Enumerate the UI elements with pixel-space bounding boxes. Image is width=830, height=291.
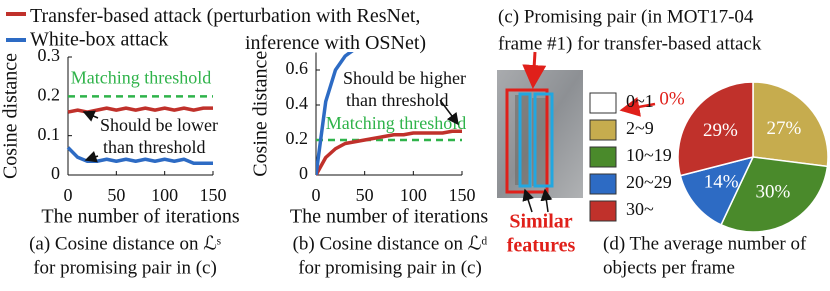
pie-slice xyxy=(679,155,755,226)
annotation: than threshold xyxy=(103,137,205,157)
value-label: 29% xyxy=(703,120,738,141)
legend-label: 20~29 xyxy=(626,172,672,192)
x-tick-label: 50 xyxy=(356,185,374,205)
value-label: 14% xyxy=(704,172,739,193)
value-label: 30% xyxy=(755,182,790,203)
annotation: than threshold xyxy=(346,90,448,110)
legend-label: White-box attack xyxy=(30,29,168,51)
arrow xyxy=(82,110,99,122)
legend-swatch xyxy=(589,173,617,195)
arrow xyxy=(522,188,534,213)
legend-swatch xyxy=(589,119,617,141)
x-axis-title: The number of iterations xyxy=(290,206,488,228)
y-axis-title: Cosine distance xyxy=(0,53,22,179)
value-label: 27% xyxy=(767,118,802,139)
pie-slice xyxy=(752,81,829,168)
threshold-label: Matching threshold xyxy=(326,113,466,133)
x-tick-label: 150 xyxy=(449,185,476,205)
photo-label: features xyxy=(507,235,576,257)
arrow xyxy=(619,97,656,117)
x-tick-label: 150 xyxy=(200,185,227,205)
value-label: 0% xyxy=(659,88,685,109)
y-tick-label: 0 xyxy=(51,163,60,183)
legend-swatch xyxy=(589,92,617,114)
caption: (b) Cosine distance on ℒᵈ xyxy=(293,233,488,254)
caption: (d) The average number of xyxy=(603,233,807,254)
arrow xyxy=(84,150,99,163)
y-tick-label: 0.6 xyxy=(286,58,309,78)
x-tick-label: 50 xyxy=(107,185,125,205)
series-line xyxy=(67,106,213,114)
pie-slice xyxy=(720,156,829,233)
y-tick-label: 0.2 xyxy=(286,128,309,148)
y-tick-label: 0.3 xyxy=(38,45,61,65)
legend-label: 30~ xyxy=(626,199,654,219)
x-tick-label: 100 xyxy=(400,185,427,205)
legend-label: 2~9 xyxy=(626,118,654,138)
annotation: Should be lower xyxy=(100,115,218,135)
threshold-label: Matching threshold xyxy=(71,67,211,87)
panel-title: frame #1) for transfer-based attack xyxy=(498,33,762,54)
x-tick-label: 100 xyxy=(151,185,178,205)
caption: (a) Cosine distance on ℒˢ xyxy=(29,233,221,254)
caption: for promising pair in (c) xyxy=(298,257,482,278)
x-tick-label: 0 xyxy=(312,185,321,205)
pie-slice xyxy=(677,81,754,177)
x-tick-label: 0 xyxy=(64,185,73,205)
y-tick-label: 0 xyxy=(299,163,308,183)
arrow xyxy=(522,51,547,89)
photo xyxy=(497,70,583,198)
annotation: Should be higher xyxy=(343,68,466,88)
caption: objects per frame xyxy=(603,257,735,278)
legend-label: 0~1 xyxy=(626,91,654,111)
y-tick-label: 0.2 xyxy=(38,84,61,104)
series-line xyxy=(316,129,462,176)
x-axis-title: The number of iterations xyxy=(41,206,239,228)
legend-swatch xyxy=(589,200,617,222)
series-line xyxy=(316,52,354,176)
caption: for promising pair in (c) xyxy=(33,257,217,278)
y-axis-title: Cosine distance xyxy=(250,51,272,177)
photo-label: Similar xyxy=(509,211,572,233)
arrow xyxy=(540,188,553,213)
legend-swatch xyxy=(589,146,617,168)
y-tick-label: 0.4 xyxy=(286,93,309,113)
panel-title: (c) Promising pair (in MOT17-04 xyxy=(498,6,754,27)
legend-label: 10~19 xyxy=(626,145,672,165)
arrow xyxy=(439,99,459,126)
y-tick-label: 0.1 xyxy=(38,124,61,144)
legend-label: Transfer-based attack (perturbation with… xyxy=(30,5,427,54)
